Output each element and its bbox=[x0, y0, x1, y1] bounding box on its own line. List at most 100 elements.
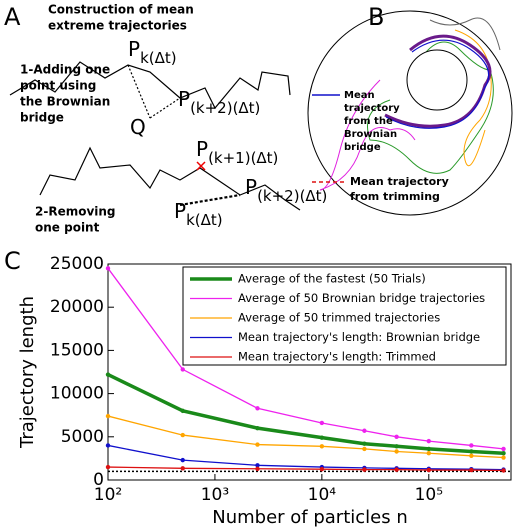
y-tick-label: 0 bbox=[93, 470, 104, 490]
point-label: P(k+1)(Δt) bbox=[196, 137, 278, 167]
series-line bbox=[107, 373, 504, 455]
x-tick-label: 10⁵ bbox=[415, 485, 443, 505]
data-point bbox=[394, 444, 399, 449]
legend-label: Average of 50 Brownian bridge trajectori… bbox=[238, 291, 485, 305]
legend-label: bridge bbox=[344, 142, 381, 153]
data-point bbox=[426, 446, 431, 452]
legend-label: Average of the fastest (50 Trials) bbox=[238, 272, 426, 286]
panel-letter: B bbox=[368, 3, 384, 31]
data-point bbox=[501, 446, 506, 452]
plot-frame bbox=[107, 263, 512, 481]
point-sub: k(Δt) bbox=[186, 211, 223, 229]
data-point bbox=[501, 468, 506, 473]
data-point bbox=[255, 442, 260, 447]
step-label: 2-Removing bbox=[35, 205, 116, 219]
y-tick-label: 10000 bbox=[50, 384, 104, 404]
y-tick-label: 25000 bbox=[50, 254, 104, 274]
panel-title: Construction of mean bbox=[48, 3, 194, 17]
legend-label: Mean trajectory's length: Trimmed bbox=[238, 350, 436, 364]
data-point bbox=[180, 432, 185, 438]
legend-label: Average of 50 trimmed trajectories bbox=[238, 311, 440, 325]
data-point bbox=[501, 451, 506, 456]
point-label: P(k+2)(Δt) bbox=[178, 87, 260, 117]
point-sub: (k+2)(Δt) bbox=[190, 99, 260, 117]
data-point bbox=[255, 466, 260, 471]
mean-trajectory-purple bbox=[384, 34, 492, 128]
step-label: the Brownian bbox=[20, 95, 110, 109]
point-sub: (k+1)(Δt) bbox=[208, 149, 278, 167]
y-tick-label: 5000 bbox=[61, 427, 104, 447]
data-point bbox=[469, 453, 474, 459]
data-point bbox=[362, 467, 367, 472]
point-label: Q bbox=[130, 115, 146, 139]
panel-b-drawing bbox=[307, 10, 513, 216]
x-tick-label: 10³ bbox=[201, 485, 229, 505]
step-label: 1-Adding one bbox=[20, 63, 110, 77]
point-label: Pk(Δt) bbox=[174, 199, 223, 229]
data-point bbox=[319, 467, 325, 472]
data-point bbox=[105, 464, 111, 470]
data-point bbox=[469, 467, 474, 473]
point-label: Pk(Δt) bbox=[128, 37, 177, 67]
data-point bbox=[394, 434, 399, 439]
legend-label: Mean bbox=[344, 90, 375, 101]
legend-label: Brownian bbox=[344, 129, 397, 140]
point-base: P bbox=[196, 137, 208, 161]
point-base: P bbox=[174, 199, 186, 223]
inner-circle bbox=[406, 49, 468, 111]
point-sub: (k+2)(Δt) bbox=[257, 187, 327, 205]
data-point bbox=[255, 425, 260, 431]
data-point bbox=[105, 266, 111, 271]
step-label: bridge bbox=[20, 111, 64, 125]
data-point bbox=[362, 446, 367, 452]
y-axis-label: Trajectory length bbox=[17, 296, 38, 449]
data-point bbox=[426, 438, 431, 444]
data-point bbox=[394, 449, 399, 454]
data-point bbox=[319, 444, 325, 449]
x-tick-label: 10² bbox=[94, 485, 122, 505]
panel-letter: A bbox=[4, 3, 21, 31]
data-point bbox=[105, 443, 111, 448]
removed-marker bbox=[196, 161, 206, 171]
legend-label: Mean trajectory's length: Brownian bridg… bbox=[238, 330, 480, 344]
data-point bbox=[255, 406, 260, 411]
point-base: P bbox=[128, 37, 140, 61]
y-tick-label: 20000 bbox=[50, 297, 104, 317]
outer-circle bbox=[307, 10, 513, 216]
trajectory bbox=[454, 29, 492, 167]
point-sub: k(Δt) bbox=[140, 49, 177, 67]
data-point bbox=[255, 463, 260, 468]
legend-label: from trimming bbox=[350, 190, 440, 203]
data-point bbox=[394, 467, 399, 472]
data-point bbox=[105, 372, 111, 377]
point-base: P bbox=[245, 175, 257, 199]
data-point bbox=[426, 451, 431, 456]
legend-box bbox=[182, 266, 507, 366]
data-point bbox=[426, 467, 431, 473]
trim-line bbox=[179, 193, 241, 207]
trajectory-2 bbox=[39, 146, 301, 211]
chart: C 0 5000 10000 15000 20000 25000 10² 10³ 10⁴ 10⁵ Nu… bbox=[4, 247, 512, 528]
data-point bbox=[469, 449, 474, 454]
trajectory bbox=[429, 17, 501, 51]
panel-letter: C bbox=[4, 247, 21, 275]
data-point bbox=[180, 367, 185, 372]
legend-label: trajectory bbox=[344, 103, 400, 114]
x-tick-label: 10⁴ bbox=[308, 485, 337, 505]
panel-title: extreme trajectories bbox=[48, 19, 187, 33]
legend-label: Mean trajectory bbox=[350, 175, 449, 188]
bridge-line bbox=[127, 64, 151, 119]
step-label: one point bbox=[35, 221, 100, 235]
point-label: P(k+2)(Δt) bbox=[245, 175, 327, 205]
x-axis-label: Number of particles n bbox=[212, 507, 408, 528]
data-point bbox=[180, 466, 185, 471]
point-base: Q bbox=[130, 115, 146, 139]
data-point bbox=[319, 420, 325, 426]
y-tick-label: 15000 bbox=[50, 340, 104, 360]
mean-trajectory-blue bbox=[385, 39, 490, 129]
trajectory bbox=[319, 79, 416, 191]
data-point bbox=[319, 435, 325, 440]
panel-a-drawing bbox=[9, 61, 301, 211]
legend-label: from the bbox=[344, 116, 393, 127]
